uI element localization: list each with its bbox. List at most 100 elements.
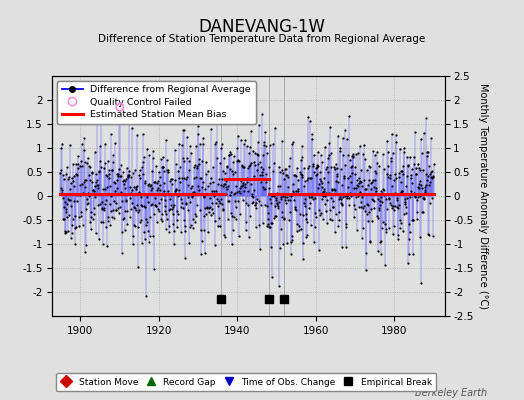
Point xyxy=(236,211,244,217)
Point xyxy=(422,114,430,121)
Point xyxy=(346,190,354,196)
Point xyxy=(103,243,111,249)
Point xyxy=(133,202,141,208)
Point xyxy=(212,200,220,206)
Point xyxy=(73,161,82,167)
Point xyxy=(226,149,235,156)
Point xyxy=(171,147,180,154)
Point xyxy=(345,194,353,201)
Point xyxy=(87,209,95,216)
Point xyxy=(382,196,390,203)
Point xyxy=(363,167,372,174)
Point xyxy=(161,203,169,209)
Point xyxy=(416,167,424,173)
Point xyxy=(379,151,388,157)
Point xyxy=(408,166,417,173)
Point xyxy=(333,178,342,185)
Point xyxy=(358,194,367,200)
Point xyxy=(206,212,215,218)
Point xyxy=(119,181,128,187)
Point xyxy=(280,176,288,183)
Point xyxy=(208,188,216,194)
Point xyxy=(214,176,223,182)
Point xyxy=(193,202,201,208)
Point xyxy=(278,138,286,145)
Point xyxy=(98,199,106,206)
Point xyxy=(96,201,104,207)
Point xyxy=(270,215,278,221)
Point xyxy=(100,207,108,214)
Point xyxy=(180,126,188,133)
Point xyxy=(133,132,141,138)
Point xyxy=(420,196,429,202)
Point xyxy=(238,163,246,169)
Point xyxy=(402,183,411,190)
Point xyxy=(74,152,82,159)
Point xyxy=(337,182,346,188)
Point xyxy=(281,194,289,201)
Point xyxy=(305,163,313,170)
Point xyxy=(126,214,135,220)
Point xyxy=(370,177,379,183)
Point xyxy=(176,164,184,170)
Point xyxy=(403,195,411,202)
Point xyxy=(101,159,110,166)
Point xyxy=(159,163,167,170)
Point xyxy=(316,209,325,216)
Point xyxy=(269,141,278,147)
Point xyxy=(198,238,206,244)
Point xyxy=(196,175,204,181)
Point xyxy=(150,179,159,185)
Point xyxy=(242,226,250,233)
Point xyxy=(156,182,165,188)
Point xyxy=(302,234,311,240)
Point xyxy=(69,177,77,184)
Point xyxy=(79,191,87,197)
Point xyxy=(135,207,143,214)
Point xyxy=(93,177,101,184)
Point xyxy=(268,193,277,199)
Point xyxy=(104,214,112,220)
Point xyxy=(211,140,220,147)
Point xyxy=(175,174,183,181)
Point xyxy=(250,187,258,193)
Point xyxy=(247,192,256,199)
Point xyxy=(429,173,438,179)
Point xyxy=(251,150,259,156)
Point xyxy=(312,214,321,220)
Point xyxy=(285,217,293,224)
Point xyxy=(358,205,367,211)
Point xyxy=(202,159,210,166)
Point xyxy=(99,186,107,192)
Point xyxy=(413,184,422,190)
Point xyxy=(428,195,436,202)
Point xyxy=(310,169,318,175)
Point xyxy=(263,150,271,156)
Point xyxy=(339,152,347,158)
Point xyxy=(307,194,315,201)
Point xyxy=(272,197,280,203)
Point xyxy=(248,199,257,205)
Point xyxy=(114,205,122,212)
Point xyxy=(333,165,342,171)
Point xyxy=(239,164,247,170)
Point xyxy=(115,166,124,172)
Point xyxy=(156,155,165,162)
Point xyxy=(112,200,120,206)
Point xyxy=(403,173,411,179)
Point xyxy=(364,218,373,224)
Point xyxy=(286,155,294,162)
Point xyxy=(177,229,185,235)
Point xyxy=(130,222,139,229)
Point xyxy=(329,198,337,204)
Point xyxy=(241,164,249,170)
Point xyxy=(408,217,417,224)
Point xyxy=(129,241,137,248)
Point xyxy=(391,202,399,209)
Point xyxy=(189,189,197,196)
Point xyxy=(106,193,115,200)
Point xyxy=(324,152,333,158)
Point xyxy=(121,178,129,184)
Point xyxy=(276,245,285,251)
Point xyxy=(198,158,206,164)
